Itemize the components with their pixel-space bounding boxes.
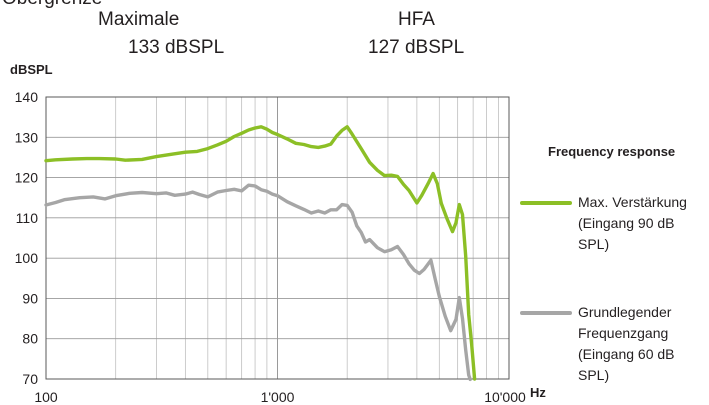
x-tick-label: 10'000 xyxy=(484,389,526,405)
plot-frame xyxy=(45,96,510,380)
maximale-value: 133 dBSPL xyxy=(128,37,225,58)
legend-title: Frequency response xyxy=(548,144,676,159)
y-tick-label: 100 xyxy=(15,250,39,266)
x-tick-label: 1'000 xyxy=(261,389,295,405)
legend-label-basic-response: Grundlegender Frequenzgang (Eingang 60 d… xyxy=(578,304,675,383)
y-tick-label: 80 xyxy=(22,331,38,347)
y-tick-label: 130 xyxy=(15,129,39,145)
x-tick-label: 100 xyxy=(34,389,58,405)
series-line-basic-response xyxy=(44,183,472,382)
hfa-label: HFA xyxy=(398,9,435,30)
y-axis-label: dBSPL xyxy=(10,62,53,77)
series xyxy=(44,125,477,382)
y-tick-label: 90 xyxy=(22,290,38,306)
cut-off-heading: Obergrenze xyxy=(2,0,102,10)
tick-labels: 70 80 90 100 110 120 130 140 100 1'000 10'000 xyxy=(15,89,526,405)
hfa-value: 127 dBSPL xyxy=(368,37,465,58)
y-tick-label: 70 xyxy=(22,371,38,387)
grid xyxy=(46,96,509,380)
maximale-label: Maximale xyxy=(98,9,180,30)
axes xyxy=(45,96,510,380)
y-tick-label: 120 xyxy=(15,170,39,186)
y-tick-label: 140 xyxy=(15,89,39,105)
x-axis-label: Hz xyxy=(530,385,546,400)
legend-swatch-gray xyxy=(520,311,572,315)
legend-swatch-green xyxy=(520,201,572,205)
y-tick-label: 110 xyxy=(16,210,39,226)
series-line-max-gain xyxy=(44,125,477,381)
legend-label-max-gain: Max. Verstärkung (Eingang 90 dB SPL) xyxy=(578,194,687,252)
